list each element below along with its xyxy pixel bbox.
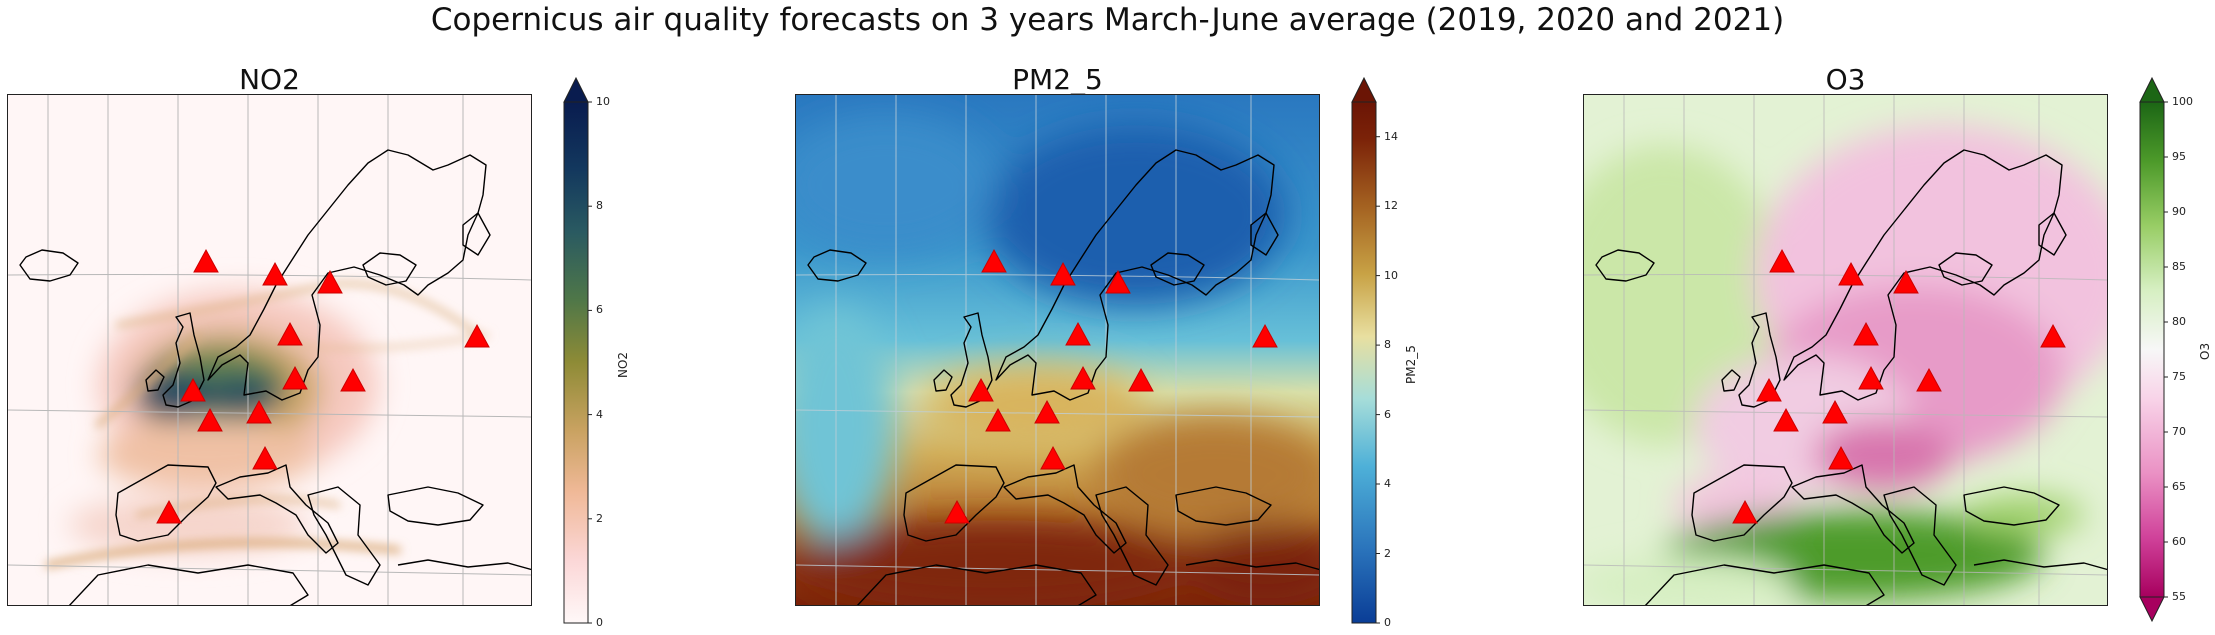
marker-berlin [1070,365,1096,390]
map-o3-svg [1584,95,2107,605]
colorbar-pm25 [1351,76,1380,624]
marker-copenhagen [1065,321,1091,346]
marker-reykjavik [193,248,219,273]
cbar-pm25-tick: 14 [1384,130,1398,143]
marker-reykjavik [981,248,1007,273]
map-pm25 [795,94,1320,606]
colorbar-no2-svg [563,76,592,624]
marker-copenhagen [277,321,303,346]
cbar-o3-tick: 85 [2172,260,2186,273]
marker-reykjavik [1769,248,1795,273]
cbar-o3-tick: 75 [2172,370,2186,383]
graticule [796,95,1319,605]
cbar-no2-label: NO2 [616,351,630,378]
marker-warsaw [1128,367,1154,392]
cbar-o3-tick: 55 [2172,590,2186,603]
marker-london [180,377,206,402]
city-markers-pm25 [944,248,1278,524]
marker-paris [197,407,223,432]
cbar-pm25-tick: 4 [1384,477,1391,490]
cbar-pm25-tick: 12 [1384,199,1398,212]
marker-oslo [1838,261,1864,286]
cbar-pm25-tick: 0 [1384,616,1391,629]
cbar-no2-tick: 4 [596,408,603,421]
marker-zurich [1034,399,1060,424]
marker-milan [252,445,278,470]
map-pm25-svg [796,95,1319,605]
panel-title-pm25: PM2_5 [1012,63,1103,96]
cbar-no2-tick: 6 [596,303,603,316]
colorbar-o3-svg [2139,76,2168,623]
cbar-no2-tick: 10 [596,95,610,108]
figure-title: Copernicus air quality forecasts on 3 ye… [430,2,1785,38]
marker-oslo [1050,261,1076,286]
marker-paris [1773,407,1799,432]
marker-stockholm [1105,269,1131,294]
cbar-pm25-tick: 2 [1384,547,1391,560]
cbar-o3-tick: 60 [2172,535,2186,548]
marker-warsaw [340,367,366,392]
cbar-o3-tick: 90 [2172,205,2186,218]
coastlines [19,149,531,605]
cbar-o3-label: O3 [2198,342,2212,360]
cbar-no2-tick: 8 [596,199,603,212]
cbar-o3-tick: 80 [2172,315,2186,328]
cbar-o3-tick: 65 [2172,480,2186,493]
marker-london [1756,377,1782,402]
coastlines [807,149,1319,605]
cbar-o3-tick: 95 [2172,150,2186,163]
marker-london [968,377,994,402]
colorbar-o3 [2139,76,2168,623]
cbar-o3-tick: 100 [2172,95,2193,108]
colorbar-pm25-svg [1351,76,1380,624]
cbar-pm25-label: PM2_5 [1404,345,1418,384]
cbar-o3-tick: 70 [2172,425,2186,438]
marker-copenhagen [1853,321,1879,346]
colorbar-no2 [563,76,592,624]
marker-berlin [282,365,308,390]
marker-madrid [1732,499,1758,524]
panel-title-no2: NO2 [239,63,300,96]
marker-oslo [262,261,288,286]
cbar-pm25-tick: 6 [1384,408,1391,421]
marker-moscow [464,323,490,348]
city-markers-o3 [1732,248,2066,524]
marker-zurich [1822,399,1848,424]
marker-stockholm [317,269,343,294]
cbar-no2-tick: 0 [596,616,603,629]
marker-berlin [1858,365,1884,390]
cbar-pm25-tick: 8 [1384,338,1391,351]
map-no2-svg [8,95,531,605]
marker-milan [1040,445,1066,470]
city-markers-no2 [156,248,490,524]
marker-moscow [2040,323,2066,348]
map-no2 [7,94,532,606]
map-o3 [1583,94,2108,606]
marker-paris [985,407,1011,432]
marker-milan [1828,445,1854,470]
marker-warsaw [1916,367,1942,392]
cbar-pm25-tick: 10 [1384,269,1398,282]
marker-madrid [156,499,182,524]
marker-stockholm [1893,269,1919,294]
marker-madrid [944,499,970,524]
cbar-no2-tick: 2 [596,512,603,525]
panel-title-o3: O3 [1825,63,1866,96]
marker-moscow [1252,323,1278,348]
marker-zurich [246,399,272,424]
coastlines [1595,149,2107,605]
